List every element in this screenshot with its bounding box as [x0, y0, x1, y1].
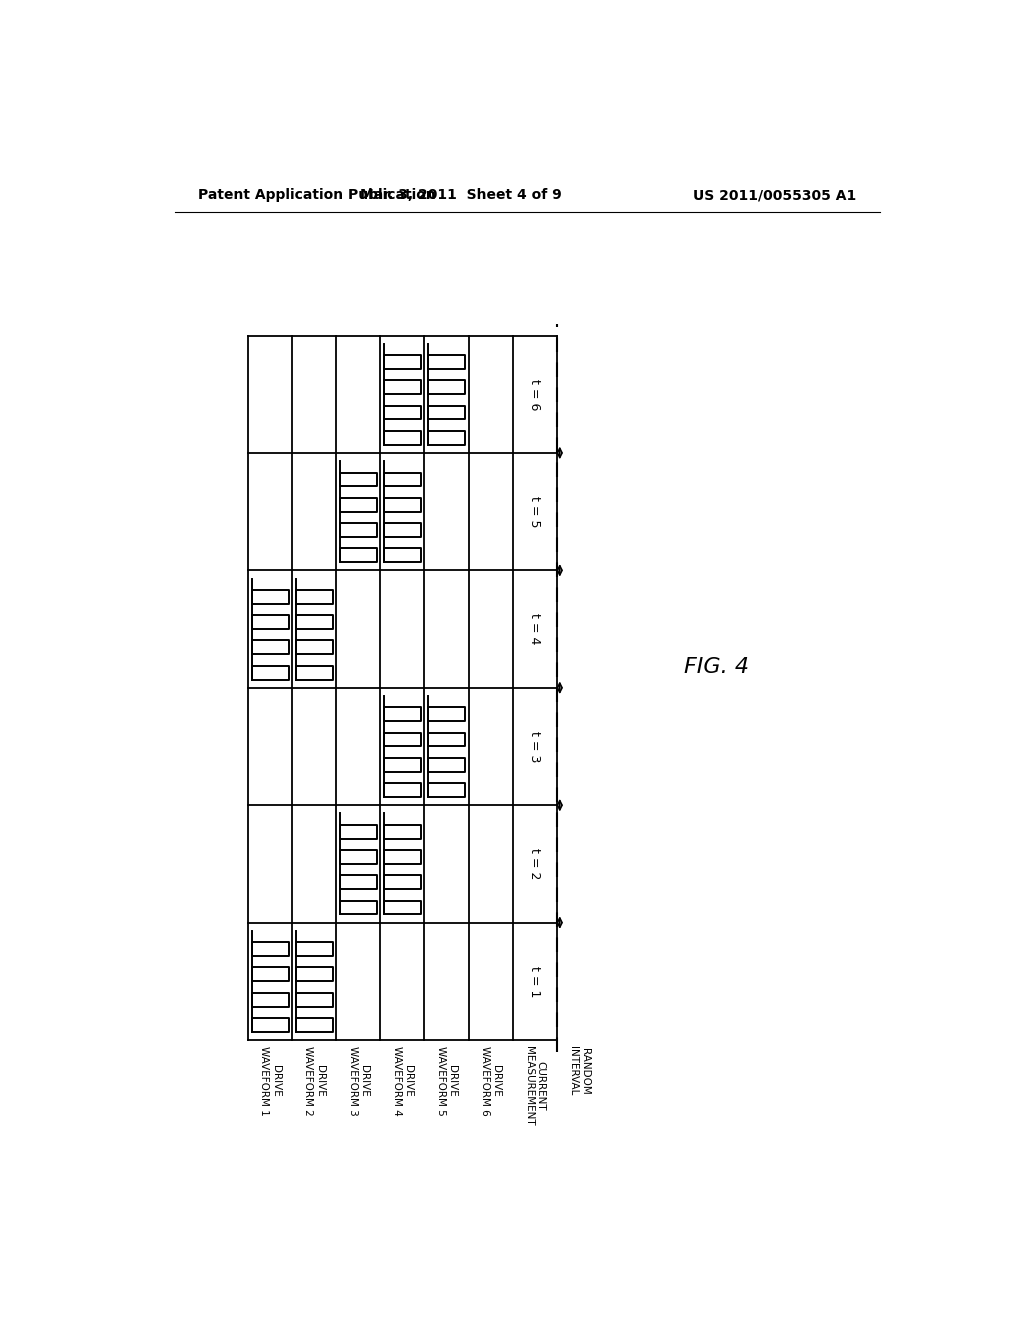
- Text: t = 6: t = 6: [528, 379, 541, 411]
- Text: DRIVE
WAVEFORM 5: DRIVE WAVEFORM 5: [435, 1047, 458, 1115]
- Text: DRIVE
WAVEFORM 3: DRIVE WAVEFORM 3: [347, 1047, 369, 1115]
- Text: Mar. 3, 2011  Sheet 4 of 9: Mar. 3, 2011 Sheet 4 of 9: [360, 189, 562, 202]
- Text: Patent Application Publication: Patent Application Publication: [198, 189, 435, 202]
- Text: CURRENT
MEASUREMENT: CURRENT MEASUREMENT: [524, 1047, 546, 1126]
- Text: RANDOM
INTERVAL: RANDOM INTERVAL: [568, 1047, 590, 1096]
- Text: DRIVE
WAVEFORM 2: DRIVE WAVEFORM 2: [303, 1047, 325, 1115]
- Text: t = 4: t = 4: [528, 614, 541, 644]
- Text: US 2011/0055305 A1: US 2011/0055305 A1: [693, 189, 856, 202]
- Text: t = 5: t = 5: [528, 496, 541, 528]
- Text: t = 2: t = 2: [528, 849, 541, 879]
- Text: DRIVE
WAVEFORM 4: DRIVE WAVEFORM 4: [391, 1047, 414, 1115]
- Text: t = 3: t = 3: [528, 731, 541, 762]
- Text: FIG. 4: FIG. 4: [684, 656, 750, 677]
- Text: DRIVE
WAVEFORM 1: DRIVE WAVEFORM 1: [259, 1047, 281, 1115]
- Text: t = 1: t = 1: [528, 966, 541, 997]
- Text: DRIVE
WAVEFORM 6: DRIVE WAVEFORM 6: [480, 1047, 502, 1115]
